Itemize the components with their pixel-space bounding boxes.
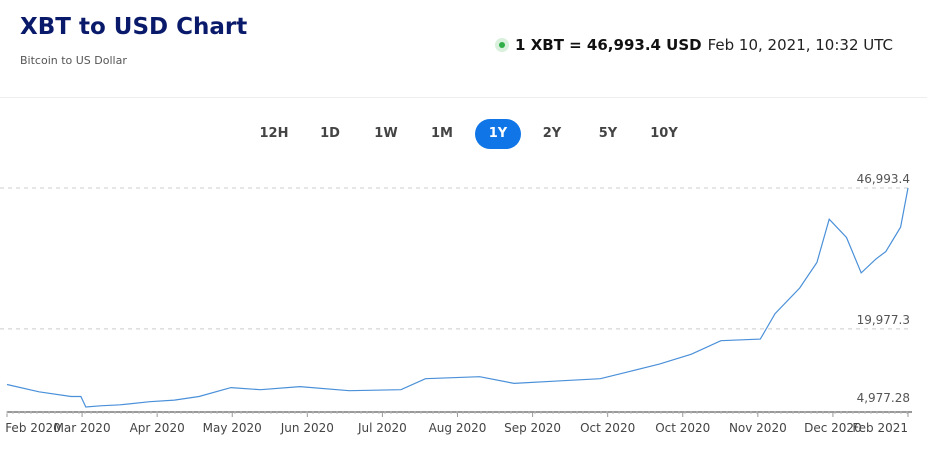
x-tick-label: Jun 2020 (280, 421, 334, 435)
range-button-1y[interactable]: 1Y (475, 119, 521, 149)
y-tick-label: 4,977.28 (857, 391, 910, 405)
range-button-1w[interactable]: 1W (374, 126, 398, 141)
x-tick-label: Mar 2020 (54, 421, 111, 435)
live-status-icon (495, 38, 510, 52)
rate-value: 1 XBT = 46,993.4 USD (515, 36, 702, 54)
range-button-2y[interactable]: 2Y (542, 126, 562, 141)
x-tick-label: Dec 2020 (804, 421, 862, 435)
page-subtitle: Bitcoin to US Dollar (20, 54, 127, 67)
x-tick-label: May 2020 (203, 421, 262, 435)
x-tick-label: Oct 2020 (580, 421, 635, 435)
x-tick-label: Aug 2020 (429, 421, 487, 435)
x-tick-label: Feb 2020 (5, 421, 61, 435)
range-button-10y[interactable]: 10Y (650, 126, 678, 141)
x-tick-label: Feb 2021 (852, 421, 908, 435)
x-tick-label: Apr 2020 (130, 421, 185, 435)
y-tick-label: 46,993.4 (857, 172, 910, 186)
range-button-1m[interactable]: 1M (431, 126, 453, 141)
x-tick-label: Sep 2020 (504, 421, 561, 435)
time-range-selector: 12H 1D 1W 1M 1Y 2Y 5Y 10Y (247, 119, 693, 149)
divider (0, 97, 927, 98)
rate-timestamp: Feb 10, 2021, 10:32 UTC (707, 36, 893, 54)
x-tick-label: Oct 2020 (655, 421, 710, 435)
x-tick-label: Jul 2020 (357, 421, 407, 435)
range-button-1d[interactable]: 1D (320, 126, 340, 141)
range-button-5y[interactable]: 5Y (598, 126, 618, 141)
range-button-12h[interactable]: 12H (259, 126, 289, 141)
page-title: XBT to USD Chart (20, 14, 248, 40)
x-tick-label: Nov 2020 (729, 421, 787, 435)
price-line (6, 187, 909, 408)
current-rate: 1 XBT = 46,993.4 USD Feb 10, 2021, 10:32… (495, 36, 893, 54)
y-tick-label: 19,977.3 (857, 313, 910, 327)
